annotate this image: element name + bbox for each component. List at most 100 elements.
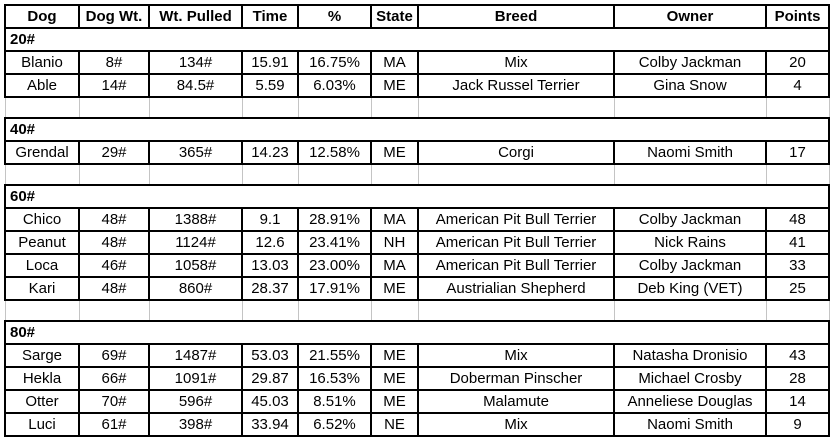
cell-wt_pulled: 84.5# xyxy=(148,73,243,98)
separator-cell xyxy=(417,300,615,321)
table-row: Sarge 69# 1487# 53.03 21.55% ME Mix Natasha Dro… xyxy=(4,343,830,368)
table-row: Able 14# 84.5# 5.59 6.03% ME Jack Russel Terri… xyxy=(4,73,830,98)
cell-dog: Kari xyxy=(4,276,80,301)
cell-dog: Luci xyxy=(4,412,80,437)
cell-dog: Sarge xyxy=(4,343,80,368)
cell-time: 15.91 xyxy=(241,50,299,75)
column-header-owner: Owner xyxy=(613,4,767,29)
cell-pct: 16.53% xyxy=(297,366,372,391)
cell-points: 41 xyxy=(765,230,830,255)
cell-owner: Nick Rains xyxy=(613,230,767,255)
cell-state: MA xyxy=(370,253,419,278)
cell-dog_wt: 14# xyxy=(78,73,150,98)
separator-cell xyxy=(148,164,243,185)
cell-pct: 23.41% xyxy=(297,230,372,255)
cell-breed: Mix xyxy=(417,50,615,75)
weight-pull-results-sheet: Dog Dog Wt. Wt. Pulled Time% State Breed Owner… xyxy=(4,4,830,437)
separator-cell xyxy=(297,164,372,185)
weight-class-row: 20# xyxy=(4,27,830,52)
separator-cell xyxy=(148,300,243,321)
pull-results-table: Dog Dog Wt. Wt. Pulled Time% State Breed Owner… xyxy=(4,4,830,437)
weight-class-label: 40# xyxy=(4,117,830,142)
table-header-row: Dog Dog Wt. Wt. Pulled Time% State Breed Owner… xyxy=(4,4,830,29)
separator-cell xyxy=(241,97,299,118)
separator-cell xyxy=(297,97,372,118)
separator-cell xyxy=(370,164,419,185)
cell-owner: Colby Jackman xyxy=(613,253,767,278)
cell-dog_wt: 8# xyxy=(78,50,150,75)
table-row: Hekla 66# 1091# 29.87 16.53% ME Doberman Pinsc… xyxy=(4,366,830,391)
separator-cell xyxy=(613,164,767,185)
cell-breed: American Pit Bull Terrier xyxy=(417,253,615,278)
separator-cell xyxy=(4,97,80,118)
cell-wt_pulled: 596# xyxy=(148,389,243,414)
cell-owner: Deb King (VET) xyxy=(613,276,767,301)
cell-wt_pulled: 134# xyxy=(148,50,243,75)
table-row: Peanut 48# 1124# 12.6 23.41% NH American Pit B… xyxy=(4,230,830,255)
cell-points: 20 xyxy=(765,50,830,75)
cell-wt_pulled: 860# xyxy=(148,276,243,301)
cell-breed: Doberman Pinscher xyxy=(417,366,615,391)
cell-breed: Malamute xyxy=(417,389,615,414)
cell-points: 17 xyxy=(765,140,830,165)
separator-cell xyxy=(241,300,299,321)
cell-wt_pulled: 1388# xyxy=(148,207,243,232)
cell-points: 43 xyxy=(765,343,830,368)
weight-class-row: 40# xyxy=(4,117,830,142)
table-row: Luci 61# 398# 33.94 6.52% NE Mix Naomi Smith 9 xyxy=(4,412,830,437)
cell-time: 14.23 xyxy=(241,140,299,165)
cell-wt_pulled: 365# xyxy=(148,140,243,165)
cell-breed: Mix xyxy=(417,343,615,368)
separator-cell xyxy=(148,97,243,118)
cell-time: 13.03 xyxy=(241,253,299,278)
cell-time: 12.6 xyxy=(241,230,299,255)
cell-owner: Naomi Smith xyxy=(613,140,767,165)
separator-cell xyxy=(297,300,372,321)
cell-time: 9.1 xyxy=(241,207,299,232)
cell-owner: Anneliese Douglas xyxy=(613,389,767,414)
cell-breed: Austrialian Shepherd xyxy=(417,276,615,301)
separator-cell xyxy=(417,164,615,185)
table-row: Blanio 8# 134# 15.91 16.75% MA Mix Colby Jackma… xyxy=(4,50,830,75)
cell-pct: 21.55% xyxy=(297,343,372,368)
cell-dog_wt: 46# xyxy=(78,253,150,278)
cell-owner: Gina Snow xyxy=(613,73,767,98)
cell-dog_wt: 61# xyxy=(78,412,150,437)
cell-time: 5.59 xyxy=(241,73,299,98)
separator-cell xyxy=(765,97,830,118)
separator-cell xyxy=(78,97,150,118)
cell-pct: 17.91% xyxy=(297,276,372,301)
column-header-time: Time xyxy=(241,4,299,29)
cell-dog_wt: 48# xyxy=(78,230,150,255)
separator-cell xyxy=(765,300,830,321)
cell-owner: Colby Jackman xyxy=(613,50,767,75)
table-row: Loca 46# 1058# 13.03 23.00% MA American Pit Bu… xyxy=(4,253,830,278)
separator-cell xyxy=(4,300,80,321)
separator-cell xyxy=(370,97,419,118)
cell-owner: Natasha Dronisio xyxy=(613,343,767,368)
cell-wt_pulled: 1058# xyxy=(148,253,243,278)
cell-state: MA xyxy=(370,207,419,232)
cell-wt_pulled: 1091# xyxy=(148,366,243,391)
cell-pct: 16.75% xyxy=(297,50,372,75)
column-header-wt_pulled: Wt. Pulled xyxy=(148,4,243,29)
cell-wt_pulled: 398# xyxy=(148,412,243,437)
weight-class-row: 80# xyxy=(4,320,830,345)
separator-cell xyxy=(241,164,299,185)
cell-state: NE xyxy=(370,412,419,437)
column-header-dog_wt: Dog Wt. xyxy=(78,4,150,29)
cell-dog_wt: 48# xyxy=(78,276,150,301)
cell-dog_wt: 29# xyxy=(78,140,150,165)
cell-state: ME xyxy=(370,276,419,301)
cell-points: 48 xyxy=(765,207,830,232)
cell-state: ME xyxy=(370,366,419,391)
cell-time: 28.37 xyxy=(241,276,299,301)
cell-pct: 8.51% xyxy=(297,389,372,414)
separator-cell xyxy=(613,97,767,118)
cell-breed: American Pit Bull Terrier xyxy=(417,230,615,255)
cell-wt_pulled: 1124# xyxy=(148,230,243,255)
column-header-breed: Breed xyxy=(417,4,615,29)
cell-state: MA xyxy=(370,50,419,75)
cell-points: 4 xyxy=(765,73,830,98)
cell-time: 29.87 xyxy=(241,366,299,391)
